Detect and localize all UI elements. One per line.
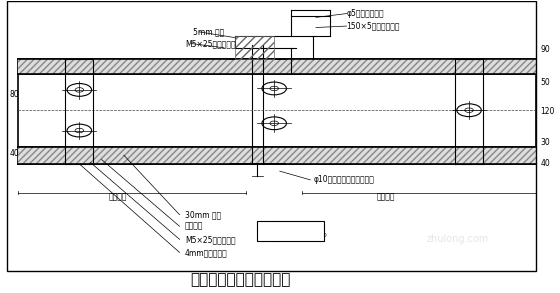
Text: 30mm 胶缝: 30mm 胶缝 bbox=[185, 210, 221, 219]
Text: 30: 30 bbox=[540, 138, 550, 147]
Text: 40: 40 bbox=[10, 149, 20, 158]
Text: φ10膨胀螺栓销轴连接圆钢: φ10膨胀螺栓销轴连接圆钢 bbox=[313, 176, 374, 184]
Text: 5mm 胶缝: 5mm 胶缝 bbox=[193, 27, 225, 36]
Text: 80: 80 bbox=[10, 90, 20, 99]
Text: DETAIL－DWG－NO: DETAIL－DWG－NO bbox=[280, 232, 328, 238]
Text: 石板大理: 石板大理 bbox=[185, 222, 204, 231]
Text: 40: 40 bbox=[540, 159, 550, 168]
Text: 合格尺寸: 合格尺寸 bbox=[376, 193, 395, 202]
Text: 90: 90 bbox=[540, 45, 550, 54]
Text: 50: 50 bbox=[540, 78, 550, 87]
Text: 120: 120 bbox=[540, 107, 555, 116]
FancyBboxPatch shape bbox=[258, 221, 324, 241]
Text: DETAIL－NO: DETAIL－NO bbox=[280, 223, 315, 229]
Bar bbox=[18, 59, 536, 74]
Text: 4mm不锈钢固件: 4mm不锈钢固件 bbox=[185, 248, 228, 257]
Text: 石材幕墙横向标准节点图: 石材幕墙横向标准节点图 bbox=[190, 272, 291, 287]
Text: φ5膨胀螺栓螺钉: φ5膨胀螺栓螺钉 bbox=[347, 9, 384, 18]
Text: zhulong.com: zhulong.com bbox=[427, 234, 489, 244]
Text: M5×25不锈钢螺钉: M5×25不锈钢螺钉 bbox=[185, 39, 236, 48]
Bar bbox=[235, 36, 274, 59]
Bar bbox=[18, 146, 536, 164]
Text: 合格尺寸: 合格尺寸 bbox=[109, 193, 128, 202]
Text: M5×25不锈钢螺钉: M5×25不锈钢螺钉 bbox=[185, 235, 236, 244]
Text: 室 外: 室 外 bbox=[261, 222, 273, 231]
Text: 150×5厚不锈钢螺钉: 150×5厚不锈钢螺钉 bbox=[347, 22, 400, 30]
